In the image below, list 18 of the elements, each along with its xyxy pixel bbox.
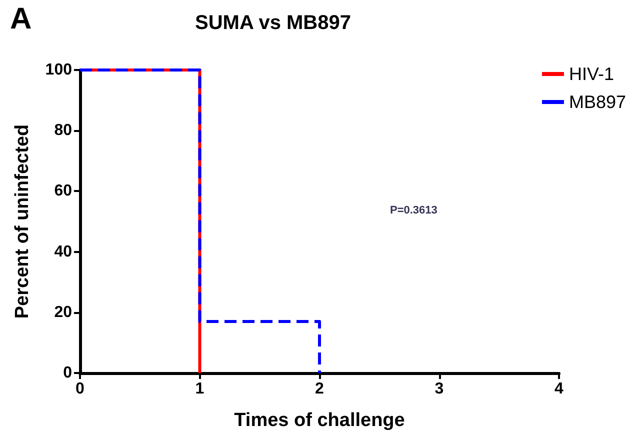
y-tick-label: 60 [54,182,72,200]
y-tick-label: 0 [63,364,72,382]
text: A [10,2,32,36]
y-tick-label: 100 [45,62,72,78]
annotation: P=0.3613 [390,204,438,216]
x-tick-label: 4 [554,380,564,398]
chart-title: SUMA vs MB897 [195,12,351,34]
x-tick-label: 2 [315,380,324,398]
y-tick-label: 80 [54,122,72,140]
x-tick-label: 3 [434,380,444,398]
y-tick-label: 40 [54,243,72,260]
y-tick-label: 20 [54,304,72,321]
legend-label: MB897 [568,92,626,112]
legend-label: HIV-1 [568,64,614,84]
x-tick-label: 0 [76,380,85,398]
x-tick-label: 1 [195,380,204,398]
x-axis-title: Times of challenge [234,410,405,431]
y-axis-title: Percent of uninfected [12,124,33,319]
